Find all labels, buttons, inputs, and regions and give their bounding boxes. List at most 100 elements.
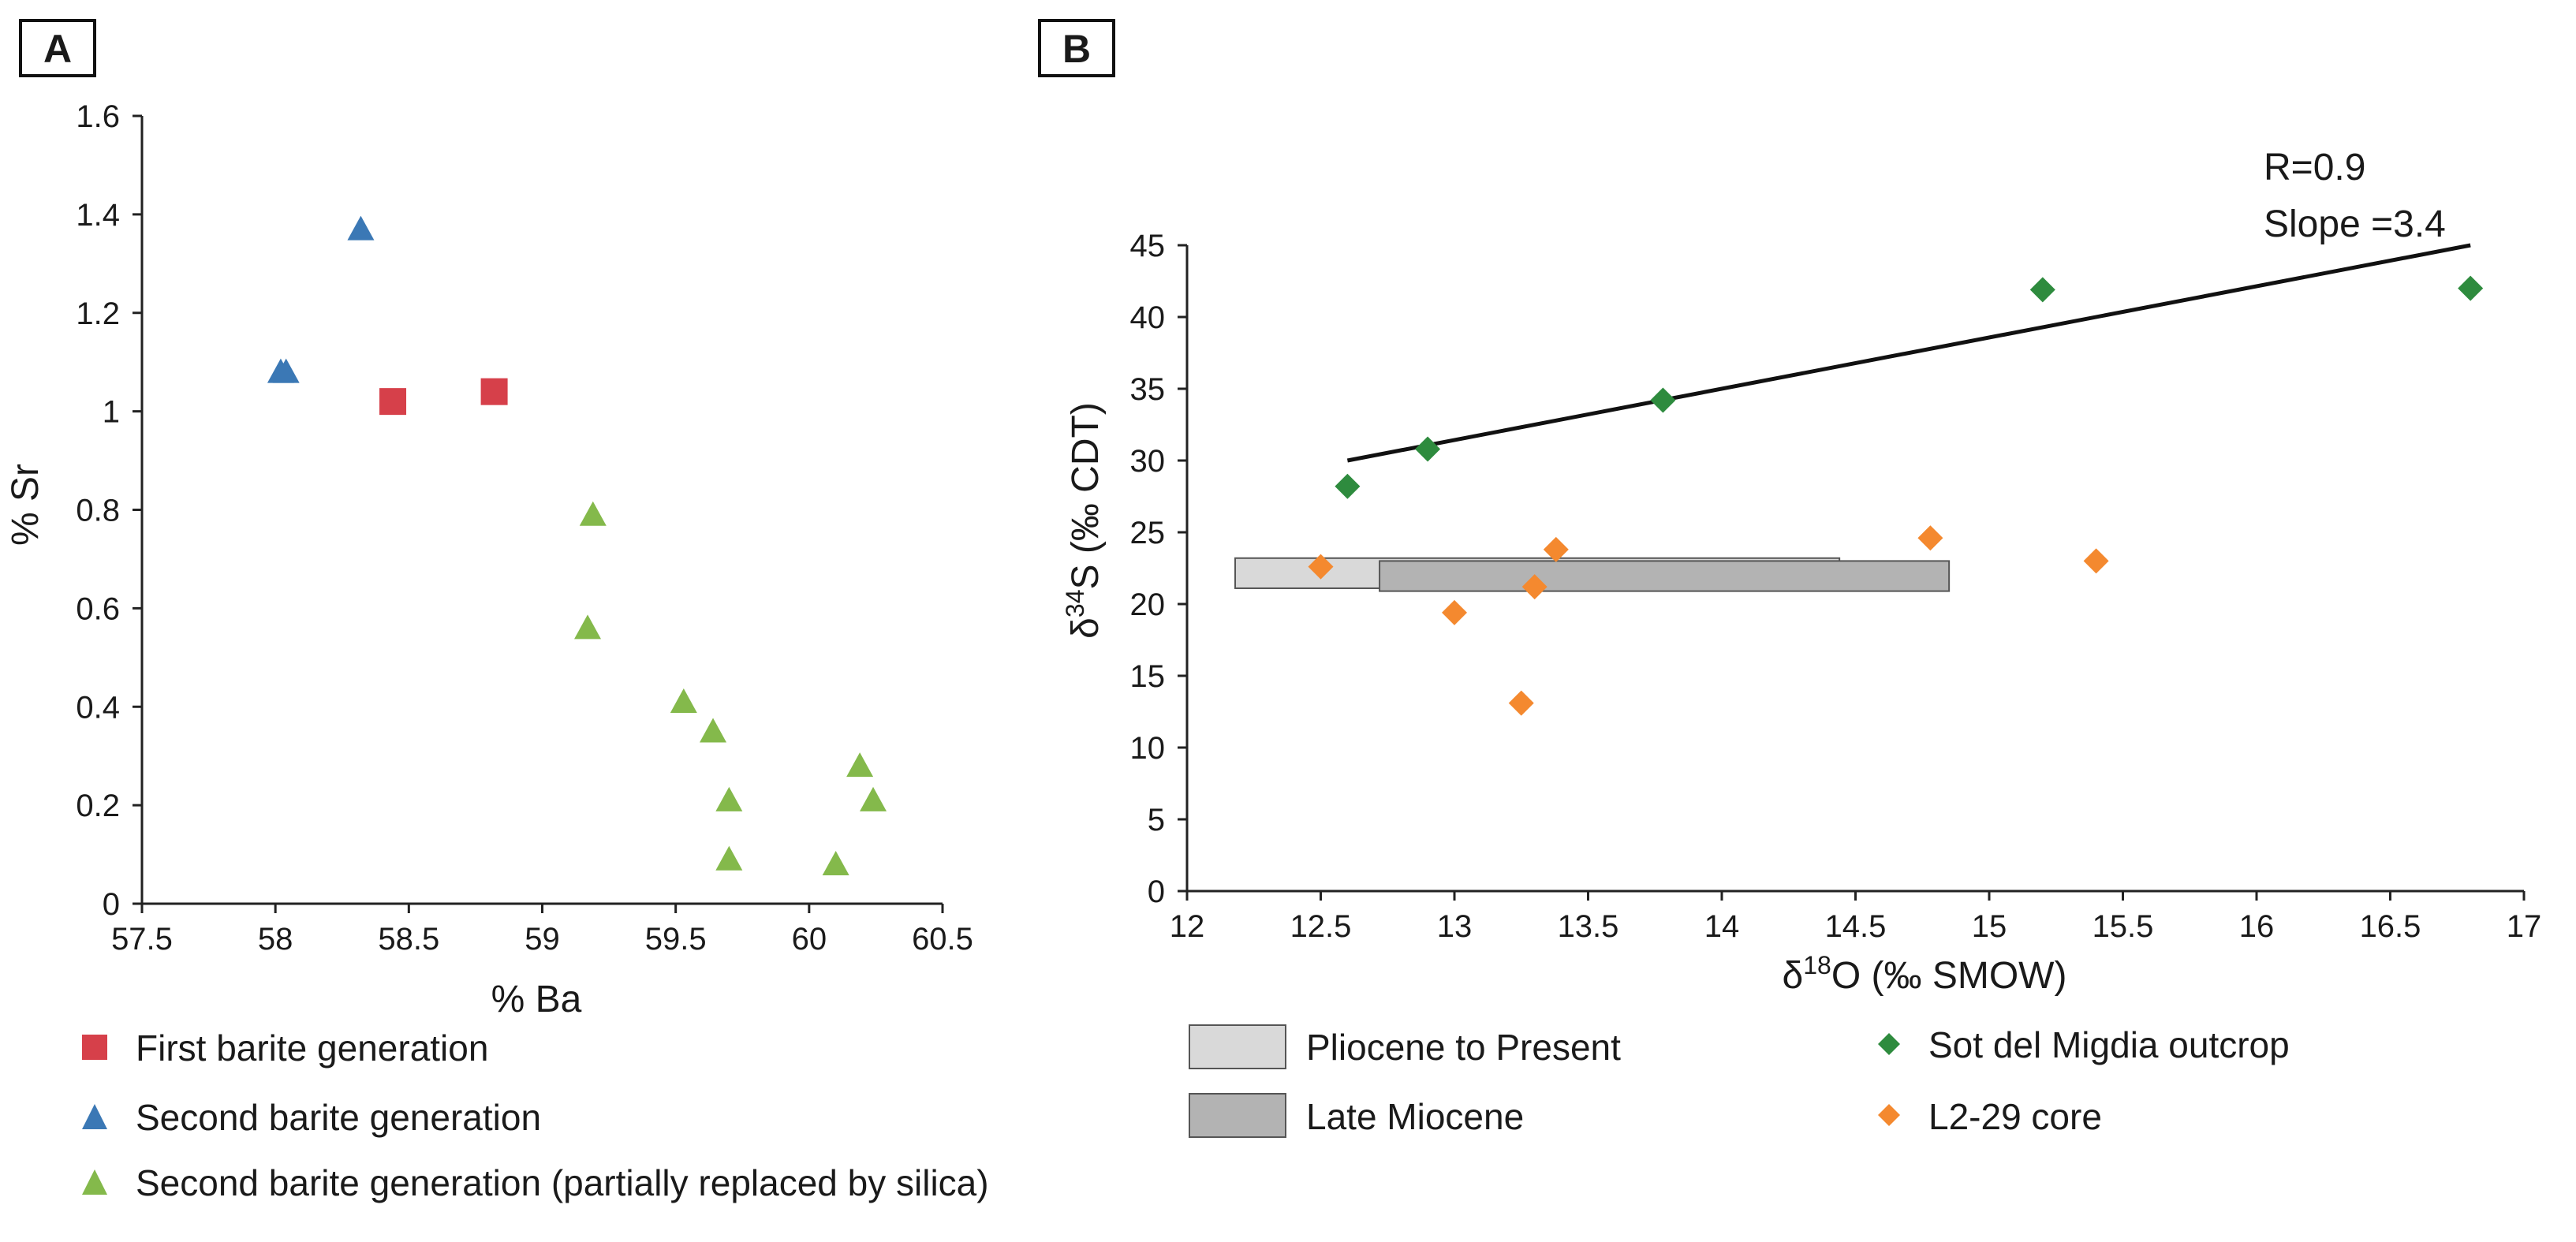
- chart-b-legend: Pliocene to Present Late Miocene Sot del…: [1189, 1024, 2290, 1138]
- chart-b-x-tick-label: 12: [1170, 909, 1205, 944]
- chart-b-point-series-1: [1508, 690, 1534, 716]
- chart-a-point-series-1: [272, 358, 300, 383]
- legend-label-sot-del-migdia: Sot del Migdia outcrop: [1928, 1024, 2290, 1065]
- panel-b-label-box: B: [1038, 19, 1115, 77]
- legend-item-second-barite-silica: Second barite generation (partially repl…: [82, 1162, 989, 1203]
- legend-swatch-pliocene: [1189, 1024, 1286, 1069]
- chart-a-x-tick-label: 58: [258, 922, 293, 957]
- chart-b-x-tick-label: 15: [1972, 909, 2007, 944]
- chart-a-point-series-2: [860, 786, 887, 811]
- chart-b-point-series-1: [1521, 574, 1547, 600]
- legend-item-pliocene: Pliocene to Present: [1189, 1024, 1621, 1069]
- x-title-superscript: 18: [1803, 951, 1831, 979]
- panel-a-label-box: A: [19, 19, 96, 77]
- legend-marker-diamond-green: [1878, 1033, 1900, 1055]
- chart-a-y-tick-label: 1.6: [76, 99, 120, 134]
- fit-r-label: R=0.9: [2264, 147, 2365, 188]
- chart-a-point-series-0: [480, 378, 508, 405]
- legend-label-second-barite: Second barite generation: [136, 1097, 541, 1138]
- chart-b-x-tick-label: 16.5: [2360, 909, 2421, 944]
- chart-a-marks: [267, 215, 887, 876]
- chart-b-y-tick-label: 45: [1130, 229, 1166, 263]
- y-title-prefix: δ: [1065, 617, 1107, 639]
- chart-a-y-tick-label: 1: [103, 395, 120, 430]
- chart-b-point-series-1: [1543, 536, 1569, 562]
- legend-item-l2-29-core: L2-29 core: [1878, 1096, 2102, 1137]
- chart-b-x-tick-label: 13: [1437, 909, 1473, 944]
- chart-a-x-tick-label: 60: [792, 922, 827, 957]
- chart-b-ticks: 12 12.5 13 13.5 14 14.5 15 15.5 16 16.5 17 0 5 10 15 20…: [1130, 229, 2542, 944]
- chart-b: 12 12.5 13 13.5 14 14.5 15 15.5 16 16.5 17 0 5 10 15 20…: [1061, 147, 2541, 997]
- chart-b-x-tick-label: 15.5: [2093, 909, 2154, 944]
- chart-b-point-series-0: [1335, 473, 1361, 499]
- chart-a-y-tick-label: 0: [103, 887, 120, 922]
- chart-b-point-series-0: [1415, 436, 1441, 462]
- legend-label-pliocene: Pliocene to Present: [1306, 1027, 1621, 1068]
- chart-b-y-tick-label: 0: [1148, 875, 1165, 909]
- x-title-rest: O (‰ SMOW): [1831, 955, 2067, 997]
- chart-b-y-axis-title: δ34S (‰ CDT): [1061, 402, 1107, 639]
- chart-b-x-tick-label: 13.5: [1558, 909, 1619, 944]
- chart-b-fit-line: [1346, 243, 2471, 463]
- legend-label-first-barite: First barite generation: [136, 1028, 488, 1069]
- chart-a-point-series-1: [347, 215, 375, 241]
- chart-a-point-series-2: [846, 752, 874, 778]
- chart-b-point-series-1: [2083, 548, 2109, 574]
- chart-a-x-tick-label: 59: [525, 922, 560, 957]
- chart-b-regression-line: [1346, 243, 2471, 463]
- legend-item-second-barite: Second barite generation: [82, 1097, 541, 1138]
- chart-a-point-series-2: [822, 851, 849, 876]
- legend-label-second-barite-silica: Second barite generation (partially repl…: [136, 1162, 989, 1203]
- chart-a-x-tick-label: 59.5: [645, 922, 707, 957]
- panel-a-label: A: [43, 27, 72, 71]
- legend-marker-square: [82, 1035, 107, 1060]
- legend-marker-diamond-orange: [1878, 1104, 1900, 1126]
- chart-a-point-series-2: [715, 786, 743, 811]
- chart-b-point-series-1: [1308, 554, 1334, 580]
- chart-b-x-tick-label: 12.5: [1290, 909, 1352, 944]
- chart-a-point-series-2: [715, 845, 743, 871]
- chart-a-point-series-2: [700, 718, 727, 743]
- chart-a-y-tick-label: 1.2: [76, 297, 120, 331]
- chart-a-y-axis-title: % Sr: [5, 464, 47, 546]
- chart-a-x-tick-label: 57.5: [111, 922, 173, 957]
- chart-a-x-tick-label: 58.5: [378, 922, 439, 957]
- chart-a-y-tick-label: 0.6: [76, 591, 120, 626]
- chart-a-y-tick-label: 0.2: [76, 789, 120, 823]
- chart-b-y-tick-label: 35: [1130, 372, 1166, 407]
- chart-b-y-tick-label: 20: [1130, 587, 1166, 622]
- chart-a-point-series-0: [379, 388, 407, 416]
- legend-item-sot-del-migdia: Sot del Migdia outcrop: [1878, 1024, 2290, 1065]
- chart-b-point-series-1: [1442, 599, 1467, 625]
- chart-b-y-tick-label: 25: [1130, 516, 1166, 550]
- legend-marker-triangle-blue: [82, 1104, 107, 1129]
- chart-b-x-tick-label: 16: [2239, 909, 2275, 944]
- chart-b-marks: [1308, 275, 2484, 716]
- chart-a-ticks: 57.5 58 58.5 59 59.5 60 60.5 0 0.2 0.4 0.6 0.8 1 1.2 1…: [76, 99, 973, 957]
- chart-b-x-tick-label: 14: [1704, 909, 1740, 944]
- chart-a-point-series-2: [579, 501, 607, 526]
- chart-b-point-series-1: [1917, 525, 1943, 551]
- x-title-prefix: δ: [1783, 955, 1804, 997]
- legend-label-late-miocene: Late Miocene: [1306, 1096, 1524, 1137]
- chart-b-x-tick-label: 17: [2507, 909, 2542, 944]
- y-title-superscript: 34: [1061, 590, 1089, 618]
- chart-a-y-tick-label: 1.4: [76, 198, 120, 233]
- chart-b-y-tick-label: 10: [1130, 731, 1166, 766]
- chart-b-y-tick-label: 5: [1148, 803, 1165, 837]
- chart-b-ranges: [1234, 557, 1951, 592]
- chart-b-y-tick-label: 15: [1130, 659, 1166, 694]
- chart-a-point-series-2: [574, 614, 602, 640]
- legend-marker-triangle-green: [82, 1169, 107, 1195]
- y-title-rest: S (‰ CDT): [1065, 402, 1107, 589]
- legend-item-first-barite: First barite generation: [82, 1028, 488, 1069]
- chart-b-y-tick-label: 30: [1130, 444, 1166, 479]
- chart-a: 57.5 58 58.5 59 59.5 60 60.5 0 0.2 0.4 0.6 0.8 1 1.2 1…: [5, 99, 973, 1020]
- chart-a-y-tick-label: 0.8: [76, 494, 120, 528]
- fit-slope-label: Slope =3.4: [2264, 203, 2446, 245]
- chart-b-range-bar-1: [1379, 560, 1951, 592]
- chart-b-y-tick-label: 40: [1130, 300, 1166, 335]
- chart-b-point-series-0: [2029, 277, 2055, 303]
- chart-a-point-series-2: [670, 688, 697, 714]
